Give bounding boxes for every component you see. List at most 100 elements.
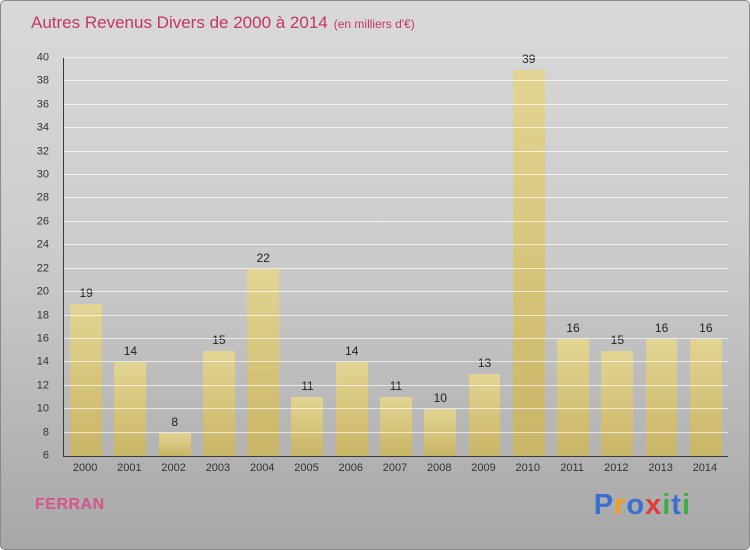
bar-slot: 16 <box>551 58 595 456</box>
x-axis-label: 2009 <box>471 462 496 474</box>
bar-slot: 14 <box>108 58 152 456</box>
gridline <box>64 174 728 176</box>
bar-slot: 14 <box>330 58 374 456</box>
bar-slot: 16 <box>684 58 728 456</box>
bar-value-label: 14 <box>345 344 359 359</box>
bar-2007 <box>380 397 412 456</box>
bar-value-label: 16 <box>654 320 669 335</box>
bar-slot: 11 <box>374 58 418 456</box>
y-tick-label: 22 <box>36 262 49 275</box>
x-axis-label: 2004 <box>249 462 275 474</box>
gridline <box>64 408 728 410</box>
y-tick-label: 28 <box>36 191 49 204</box>
x-axis-label: 2010 <box>515 462 541 474</box>
gridline <box>64 431 728 433</box>
chart-header: Autres Revenus Divers de 2000 à 2014 (en … <box>31 13 729 33</box>
gridline <box>64 80 728 82</box>
logo-letter: o <box>626 489 646 521</box>
y-tick-label: 26 <box>36 215 49 228</box>
y-tick-label: 8 <box>42 426 49 439</box>
company-name: FERRAN <box>35 496 105 513</box>
logo-letter: P <box>593 489 615 521</box>
bar-2014 <box>689 338 722 456</box>
x-axis-label: 2002 <box>161 462 186 474</box>
bar-value-label: 15 <box>212 332 226 347</box>
proxiti-logo: Proxiti <box>594 489 691 522</box>
bar-2010 <box>512 69 545 456</box>
bar-2002 <box>158 432 191 456</box>
bar-slot: 19 <box>64 58 108 456</box>
bar-value-label: 22 <box>256 250 270 265</box>
gridline <box>64 291 728 293</box>
bar-slot: 8 <box>153 58 197 456</box>
y-tick-label: 30 <box>36 168 49 181</box>
bar-value-label: 15 <box>610 332 624 347</box>
gridline <box>64 314 728 316</box>
bar-value-label: 10 <box>433 391 447 406</box>
x-axis-label: 2011 <box>560 462 584 474</box>
x-axis-label: 2005 <box>294 462 319 474</box>
gridline <box>64 150 728 152</box>
logo-letter: i <box>662 489 672 521</box>
gridline <box>64 127 728 129</box>
bar-value-label: 11 <box>389 379 403 394</box>
bar-slot: 16 <box>639 58 683 456</box>
bar-2011 <box>557 338 589 456</box>
chart-title: Autres Revenus Divers de 2000 à 2014 <box>31 13 328 32</box>
bar-slot: 11 <box>285 58 329 456</box>
x-axis-label: 2008 <box>427 462 452 474</box>
logo-letter: i <box>681 489 691 521</box>
bar-slot: 15 <box>197 58 241 456</box>
bar-2013 <box>645 338 678 456</box>
bar-slot: 10 <box>418 58 462 456</box>
x-axis-label: 2007 <box>382 462 408 474</box>
plot-area: 19 14 8 15 22 11 14 11 10 13 39 16 15 16 16 <box>63 53 728 457</box>
logo-letter: r <box>614 489 627 521</box>
y-tick-label: 38 <box>36 74 49 87</box>
bar-2003 <box>202 350 235 456</box>
y-tick-label: 14 <box>36 355 49 368</box>
y-tick-label: 18 <box>36 309 49 322</box>
y-tick-label: 36 <box>36 98 49 111</box>
chart-subtitle: (en milliers d'€) <box>333 17 415 31</box>
x-axis-label: 2013 <box>648 462 673 474</box>
gridline <box>64 103 728 105</box>
bar-slot: 15 <box>595 58 639 456</box>
y-tick-label: 6 <box>42 449 49 462</box>
gridline <box>64 57 728 58</box>
y-tick-label: 34 <box>36 121 49 134</box>
x-axis-label: 2000 <box>72 462 98 474</box>
gridline <box>64 244 728 246</box>
bar-value-label: 16 <box>699 320 713 335</box>
gridline <box>64 337 728 339</box>
bar-value-label: 14 <box>123 344 138 359</box>
y-tick-label: 10 <box>36 402 49 415</box>
bar-2012 <box>601 350 634 456</box>
gridline <box>64 361 728 363</box>
gridline <box>64 197 728 199</box>
logo-letter: t <box>671 489 682 521</box>
gridline <box>64 220 728 222</box>
bar-value-label: 13 <box>477 356 492 371</box>
y-tick-label: 20 <box>36 285 49 298</box>
bar-2009 <box>468 374 501 456</box>
y-tick-label: 32 <box>36 145 49 158</box>
bar-value-label: 39 <box>522 51 536 66</box>
bar-value-label: 11 <box>301 379 314 394</box>
bar-2005 <box>291 397 324 456</box>
bar-2004 <box>247 268 280 456</box>
x-axis-label: 2003 <box>205 462 231 474</box>
x-axis-label: 2014 <box>692 462 718 474</box>
bar-slot: 39 <box>507 53 551 456</box>
x-axis-label: 2001 <box>117 462 142 474</box>
gridline <box>64 384 728 386</box>
x-axis-label: 2012 <box>604 462 629 474</box>
bar-slot: 13 <box>462 58 506 456</box>
bar-slot: 22 <box>241 58 285 456</box>
bar-value-label: 8 <box>171 414 178 429</box>
bar-value-label: 16 <box>566 320 580 335</box>
bar-2008 <box>424 409 457 456</box>
bar-value-label: 19 <box>79 285 93 300</box>
y-axis-labels: 6 8 10 12 14 16 18 20 22 24 26 28 30 32 34 36 38 40 <box>1 52 57 461</box>
